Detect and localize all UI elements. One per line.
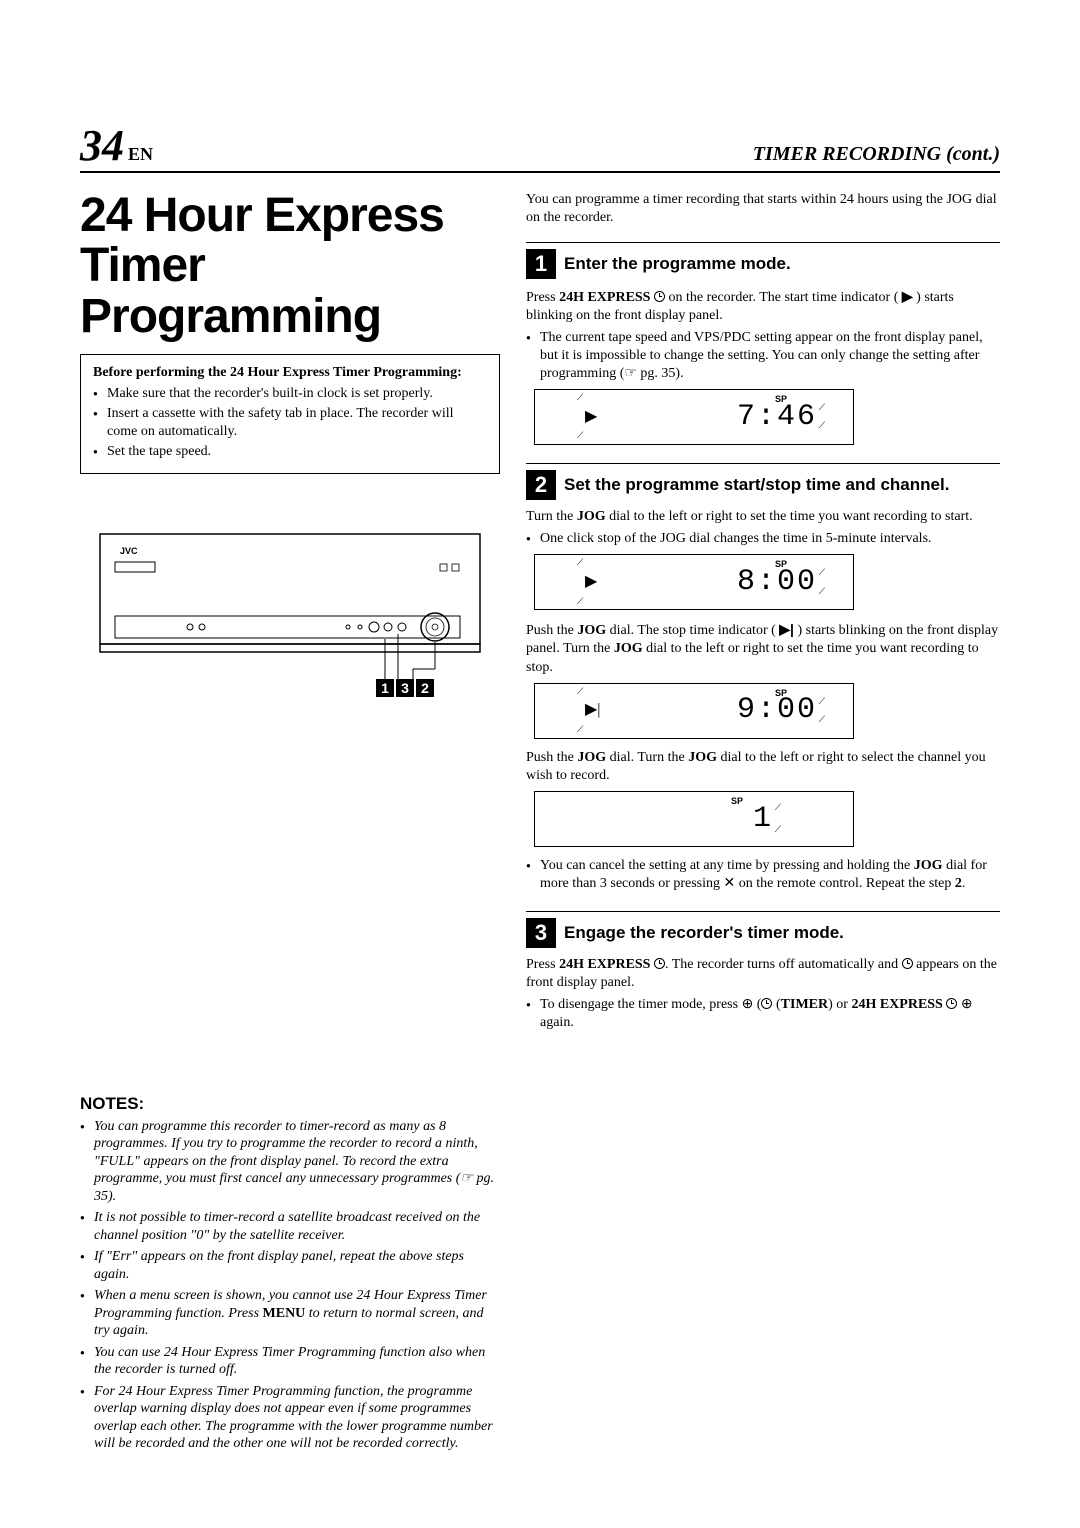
page-header: 34EN TIMER RECORDING (cont.) [80,120,1000,173]
content-columns: 24 Hour Express Timer Programming Before… [80,191,1000,1457]
step-body: Press 24H EXPRESS on the recorder. The s… [526,287,1000,445]
display-start-arrow-icon: ▶ [585,572,597,593]
step2-bullet: One click stop of the JOG dial changes t… [526,530,1000,548]
display-stop-arrow-icon: ▶| [585,700,601,721]
right-column: You can programme a timer recording that… [526,191,1000,1457]
step-body: Turn the JOG dial to the left or right t… [526,508,1000,893]
clock-icon [946,998,957,1009]
svg-text:3: 3 [401,680,409,696]
display-time: 7:46 [737,398,817,437]
display-panel-2c: SP ⟋ ⟋ 1 [534,791,854,847]
step-number: 3 [526,918,556,948]
display-time: 8:00 [737,563,817,602]
display-panel-1: ⟋⟋ ▶ SP ⟋⟋ 7:46 [534,389,854,445]
notes-item: You can use 24 Hour Express Timer Progra… [80,1344,500,1379]
step-2: 2 Set the programme start/stop time and … [526,463,1000,893]
notes-list: You can programme this recorder to timer… [80,1118,500,1453]
step-title: Set the programme start/stop time and ch… [564,476,949,495]
main-title: 24 Hour Express Timer Programming [80,191,500,342]
svg-text:1: 1 [381,680,389,696]
before-item: Make sure that the recorder's built-in c… [93,385,487,403]
notes-item: It is not possible to timer-record a sat… [80,1209,500,1244]
step-body: Press 24H EXPRESS . The recorder turns o… [526,956,1000,1032]
step-number: 1 [526,249,556,279]
display-panel-2b: ⟋⟋ ▶| SP ⟋⟋ 9:00 [534,683,854,739]
step-3: 3 Engage the recorder's timer mode. Pres… [526,911,1000,1032]
clock-icon [761,998,772,1009]
clock-icon [654,958,665,969]
before-box-list: Make sure that the recorder's built-in c… [93,385,487,461]
svg-text:2: 2 [421,680,429,696]
display-start-arrow-icon: ▶ [585,407,597,428]
notes-item: If "Err" appears on the front display pa… [80,1248,500,1283]
section-title: TIMER RECORDING (cont.) [753,143,1000,166]
left-column: 24 Hour Express Timer Programming Before… [80,191,500,1457]
notes-item: When a menu screen is shown, you cannot … [80,1287,500,1340]
step-title: Enter the programme mode. [564,255,791,274]
step-rule [526,911,1000,912]
svg-text:JVC: JVC [120,546,138,556]
stop-arrow-icon: ▶| [779,621,794,637]
step-rule [526,463,1000,464]
notes-title: NOTES: [80,1094,500,1114]
notes-item: You can programme this recorder to timer… [80,1118,500,1206]
before-box-title: Before performing the 24 Hour Express Ti… [93,365,487,381]
display-time: 9:00 [737,691,817,730]
step-number: 2 [526,470,556,500]
display-channel: 1 [753,800,773,839]
start-arrow-icon: ▶ [902,288,913,304]
clock-icon [902,958,913,969]
step2-bullet2: You can cancel the setting at any time b… [526,857,1000,893]
step3-bullet: To disengage the timer mode, press ⊕ ( (… [526,996,1000,1032]
step-1: 1 Enter the programme mode. Press 24H EX… [526,242,1000,445]
step1-bullet: The current tape speed and VPS/PDC setti… [526,329,1000,383]
vcr-svg: JVC [90,514,490,714]
intro-text: You can programme a timer recording that… [526,191,1000,226]
sp-label: SP [731,796,743,808]
page-number: 34 [80,121,124,170]
vcr-figure: JVC [80,514,500,714]
page-lang: EN [128,144,153,164]
step-rule [526,242,1000,243]
step-title: Engage the recorder's timer mode. [564,924,844,943]
before-item: Set the tape speed. [93,443,487,461]
before-item: Insert a cassette with the safety tab in… [93,405,487,441]
clock-icon [654,291,665,302]
page-number-block: 34EN [80,120,153,171]
notes-item: For 24 Hour Express Timer Programming fu… [80,1383,500,1453]
before-box: Before performing the 24 Hour Express Ti… [80,354,500,474]
display-panel-2a: ⟋⟋ ▶ SP ⟋⟋ 8:00 [534,554,854,610]
